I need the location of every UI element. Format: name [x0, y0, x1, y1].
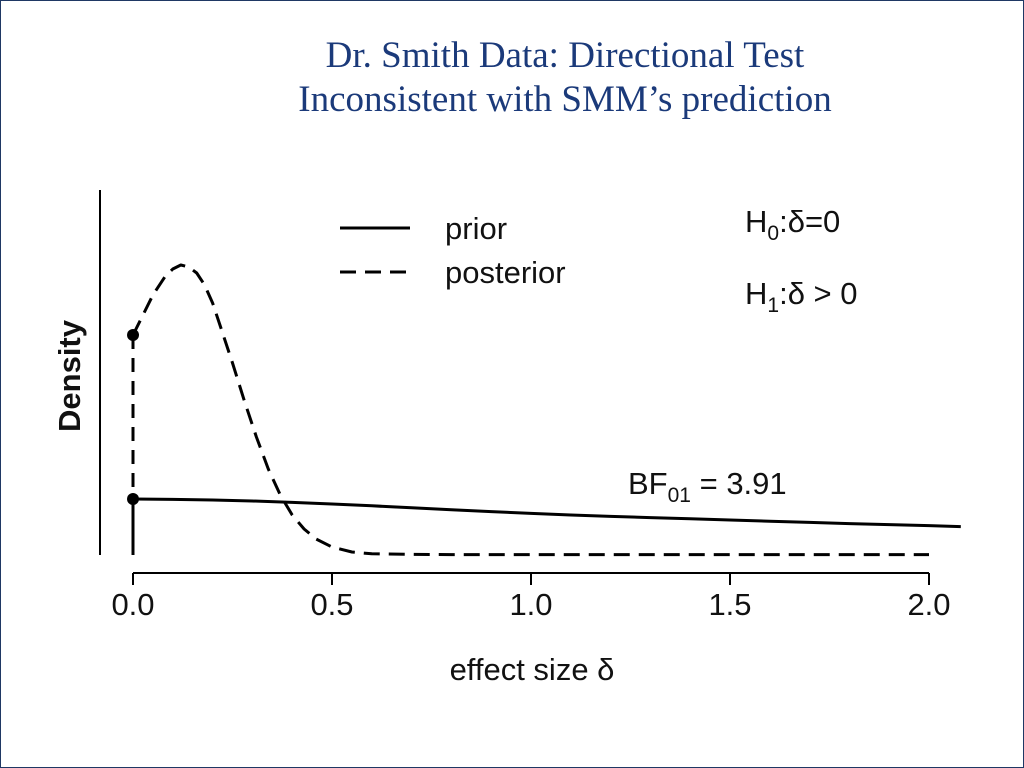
- x-tick-label-1: 0.5: [310, 587, 353, 622]
- legend-label-prior: prior: [445, 211, 507, 246]
- series-line-posterior: [131, 263, 929, 557]
- x-tick-label-2: 1.0: [509, 587, 552, 622]
- x-tick-label-4: 2.0: [907, 587, 950, 622]
- title-line-2: Inconsistent with SMM’s prediction: [298, 79, 832, 120]
- y-axis-label: Density: [52, 319, 87, 432]
- annotation-bf: BF01 = 3.91: [628, 466, 787, 507]
- x-tick-label-3: 1.5: [708, 587, 751, 622]
- x-tick-label-0: 0.0: [111, 587, 154, 622]
- annotation-h1: H1:δ > 0: [745, 276, 858, 317]
- point-posterior: [127, 329, 139, 341]
- point-prior: [127, 493, 139, 505]
- annotation-h0: H0:δ=0: [745, 204, 840, 245]
- slide-title: Dr. Smith Data: Directional Test Inconsi…: [0, 34, 1024, 122]
- x-axis-label: effect size δ: [450, 652, 615, 687]
- series-line-prior: [132, 497, 961, 529]
- legend-label-posterior: posterior: [445, 255, 566, 290]
- title-line-1: Dr. Smith Data: Directional Test: [325, 35, 805, 76]
